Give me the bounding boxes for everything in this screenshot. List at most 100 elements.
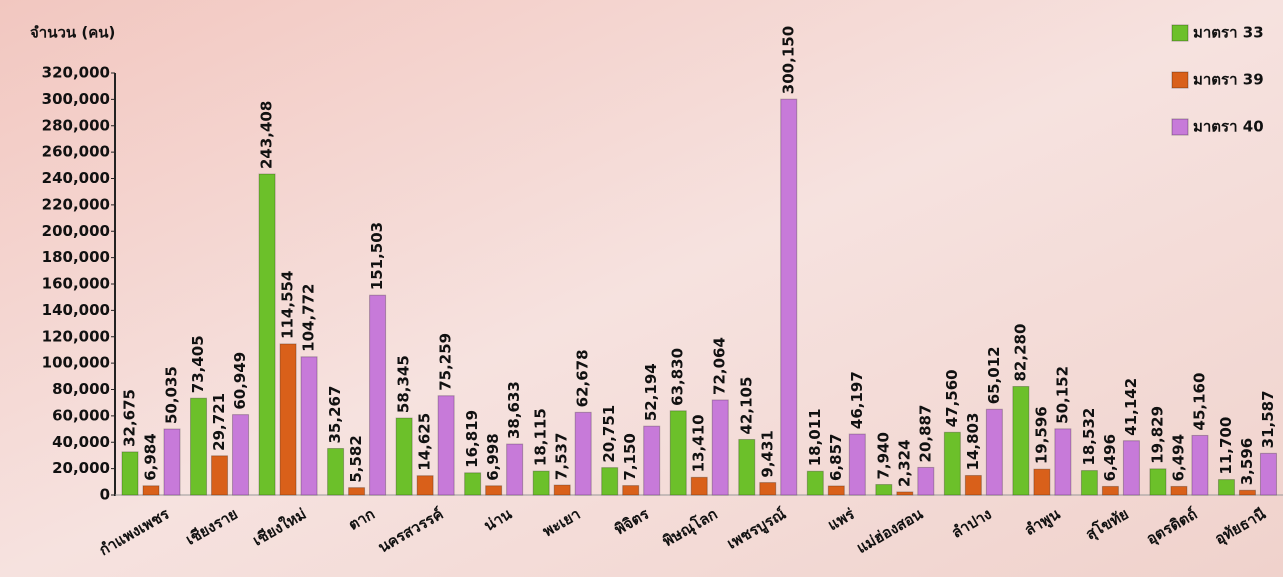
- bar: [1259, 452, 1277, 496]
- value-label: 73,405: [189, 335, 207, 393]
- bar: [300, 356, 318, 496]
- value-label: 29,721: [210, 393, 228, 451]
- bar: [875, 484, 893, 496]
- bar: [690, 476, 708, 496]
- value-label: 5,582: [347, 435, 365, 482]
- value-label: 6,494: [1169, 434, 1187, 481]
- y-tick-label: 320,000: [42, 64, 110, 82]
- value-label: 18,532: [1080, 408, 1098, 466]
- bar: [190, 397, 208, 496]
- y-tick-label: 120,000: [42, 327, 110, 345]
- bar: [985, 408, 1003, 496]
- y-tick-label: 80,000: [52, 380, 110, 398]
- value-label: 62,678: [574, 349, 592, 407]
- value-label: 60,949: [231, 352, 249, 410]
- bar: [711, 399, 729, 496]
- value-label: 32,675: [121, 389, 139, 447]
- value-label: 82,280: [1011, 324, 1029, 382]
- bar: [1149, 468, 1167, 496]
- y-tick-label: 40,000: [52, 433, 110, 451]
- bar: [532, 470, 550, 496]
- y-tick-label: 200,000: [42, 222, 110, 240]
- bar: [1170, 485, 1188, 496]
- value-label: 11,700: [1217, 417, 1235, 475]
- bar: [327, 447, 345, 496]
- value-label: 19,596: [1032, 406, 1050, 464]
- value-label: 3,596: [1238, 438, 1256, 485]
- y-tick-label: 300,000: [42, 90, 110, 108]
- bar: [622, 485, 640, 496]
- value-label: 9,431: [758, 430, 776, 477]
- bar: [738, 438, 756, 496]
- bar: [1101, 485, 1119, 496]
- y-tick-label: 180,000: [42, 248, 110, 266]
- y-tick-label: 160,000: [42, 275, 110, 293]
- value-label: 58,345: [395, 355, 413, 413]
- value-label: 13,410: [690, 414, 708, 472]
- value-label: 7,537: [553, 433, 571, 480]
- bar: [369, 294, 387, 496]
- value-label: 19,829: [1148, 406, 1166, 464]
- bar: [669, 410, 687, 496]
- bar: [211, 455, 229, 496]
- y-tick-label: 0: [100, 486, 110, 504]
- y-tick-label: 260,000: [42, 143, 110, 161]
- value-label: 18,115: [532, 408, 550, 466]
- bar: [348, 487, 366, 496]
- bar: [416, 475, 434, 496]
- legend-label: มาตรา 39: [1193, 71, 1264, 89]
- bar: [506, 443, 524, 496]
- value-label: 104,772: [300, 284, 318, 352]
- bar: [232, 414, 250, 496]
- value-label: 20,751: [600, 405, 618, 463]
- legend-swatch: [1171, 24, 1189, 42]
- bar: [943, 431, 961, 496]
- value-label: 47,560: [943, 369, 961, 427]
- bar: [1033, 468, 1051, 496]
- bar: [848, 433, 866, 496]
- bar: [279, 343, 297, 496]
- y-tick-label: 280,000: [42, 116, 110, 134]
- bar: [1122, 440, 1140, 496]
- legend-label: มาตรา 40: [1193, 118, 1264, 136]
- value-label: 6,496: [1101, 434, 1119, 481]
- bar: [643, 425, 661, 496]
- value-label: 46,197: [848, 371, 866, 429]
- value-label: 151,503: [368, 222, 386, 290]
- y-tick-label: 240,000: [42, 169, 110, 187]
- bar: [601, 467, 619, 496]
- y-tick-label: 100,000: [42, 354, 110, 372]
- bar: [574, 411, 592, 496]
- value-label: 20,887: [916, 405, 934, 463]
- legend-swatch: [1171, 71, 1189, 89]
- bar: [395, 417, 413, 496]
- y-tick-label: 60,000: [52, 406, 110, 424]
- bar: [1191, 434, 1209, 496]
- bar: [964, 474, 982, 496]
- y-tick-label: 220,000: [42, 195, 110, 213]
- value-label: 52,194: [642, 363, 660, 421]
- bar: [780, 98, 798, 496]
- bar: [759, 482, 777, 496]
- value-label: 16,819: [463, 410, 481, 468]
- bar: [163, 428, 181, 496]
- bar: [142, 485, 160, 496]
- bar: [1012, 385, 1030, 496]
- value-label: 300,150: [779, 26, 797, 94]
- bar: [1080, 470, 1098, 496]
- y-tick-label: 140,000: [42, 301, 110, 319]
- bar: [553, 484, 571, 496]
- bar: [464, 472, 482, 496]
- bar: [827, 485, 845, 496]
- value-label: 72,064: [711, 337, 729, 395]
- legend-swatch: [1171, 118, 1189, 136]
- value-label: 14,625: [416, 413, 434, 471]
- value-label: 50,035: [163, 366, 181, 424]
- y-axis-label: จำนวน (คน): [30, 24, 115, 42]
- value-label: 6,984: [142, 433, 160, 480]
- bar: [258, 173, 276, 496]
- bar: [896, 491, 914, 496]
- value-label: 42,105: [737, 377, 755, 435]
- value-label: 7,940: [874, 432, 892, 479]
